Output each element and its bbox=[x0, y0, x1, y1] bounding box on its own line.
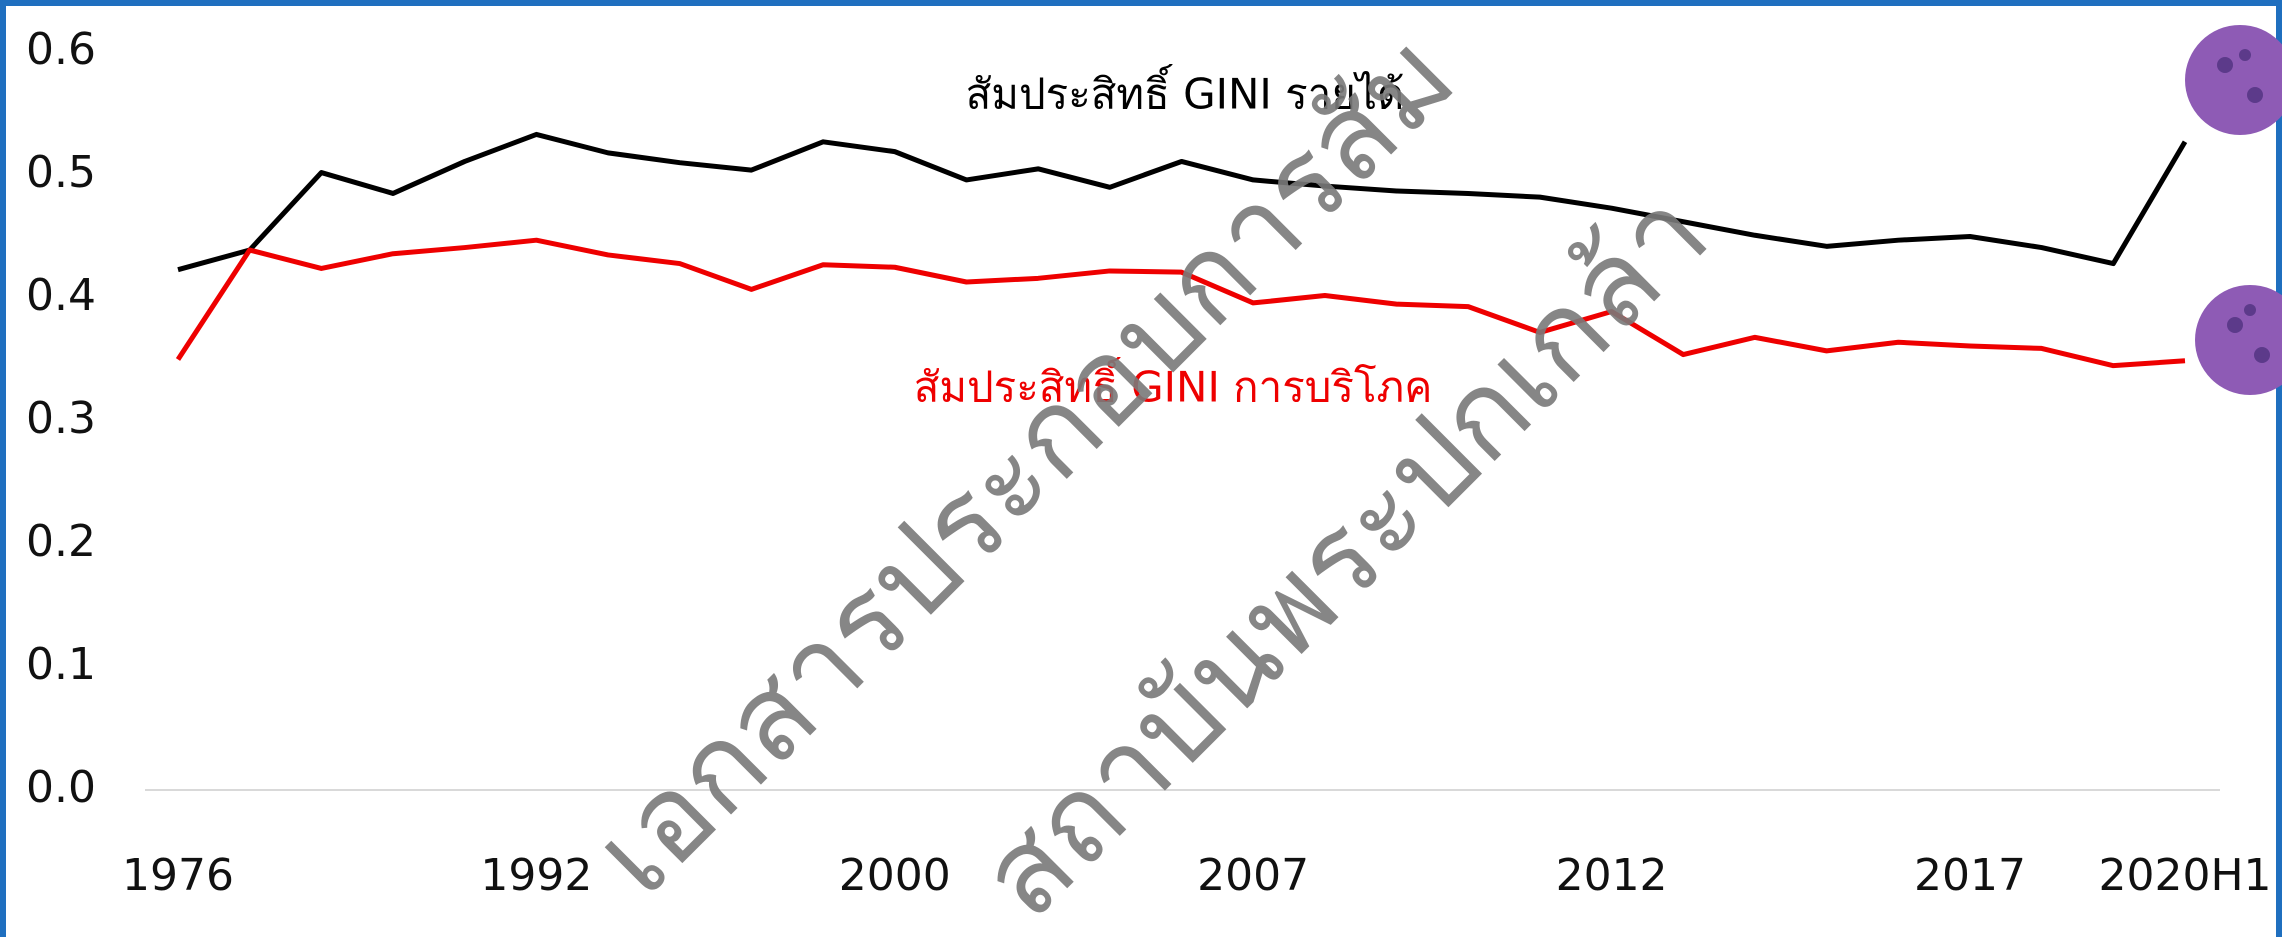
y-tick-label: 0.2 bbox=[26, 516, 96, 567]
y-tick-label: 0.1 bbox=[26, 639, 96, 690]
y-tick-label: 0.6 bbox=[26, 24, 96, 75]
virus-icon bbox=[2185, 25, 2282, 395]
x-tick-label: 2007 bbox=[1197, 850, 1309, 901]
series-line bbox=[175, 237, 2186, 369]
y-tick-label: 0.3 bbox=[26, 393, 96, 444]
x-tick-label: 2020H1 bbox=[2098, 850, 2271, 901]
x-tick-label: 2000 bbox=[839, 850, 951, 901]
y-tick-label: 0.0 bbox=[26, 762, 96, 813]
virus-spots bbox=[2217, 49, 2270, 363]
series-label: สัมประสิทธิ์ GINI รายได้ bbox=[966, 64, 1405, 119]
x-tick-label: 2012 bbox=[1556, 850, 1668, 901]
y-tick-label: 0.5 bbox=[26, 147, 96, 198]
series-label: สัมประสิทธิ์ GINI การบริโภค bbox=[914, 357, 1433, 412]
x-tick-label: 2017 bbox=[1914, 850, 2026, 901]
series-line bbox=[177, 131, 2188, 273]
x-tick-label: 1976 bbox=[122, 850, 234, 901]
x-tick-label: 1992 bbox=[480, 850, 592, 901]
y-tick-label: 0.4 bbox=[26, 270, 96, 321]
